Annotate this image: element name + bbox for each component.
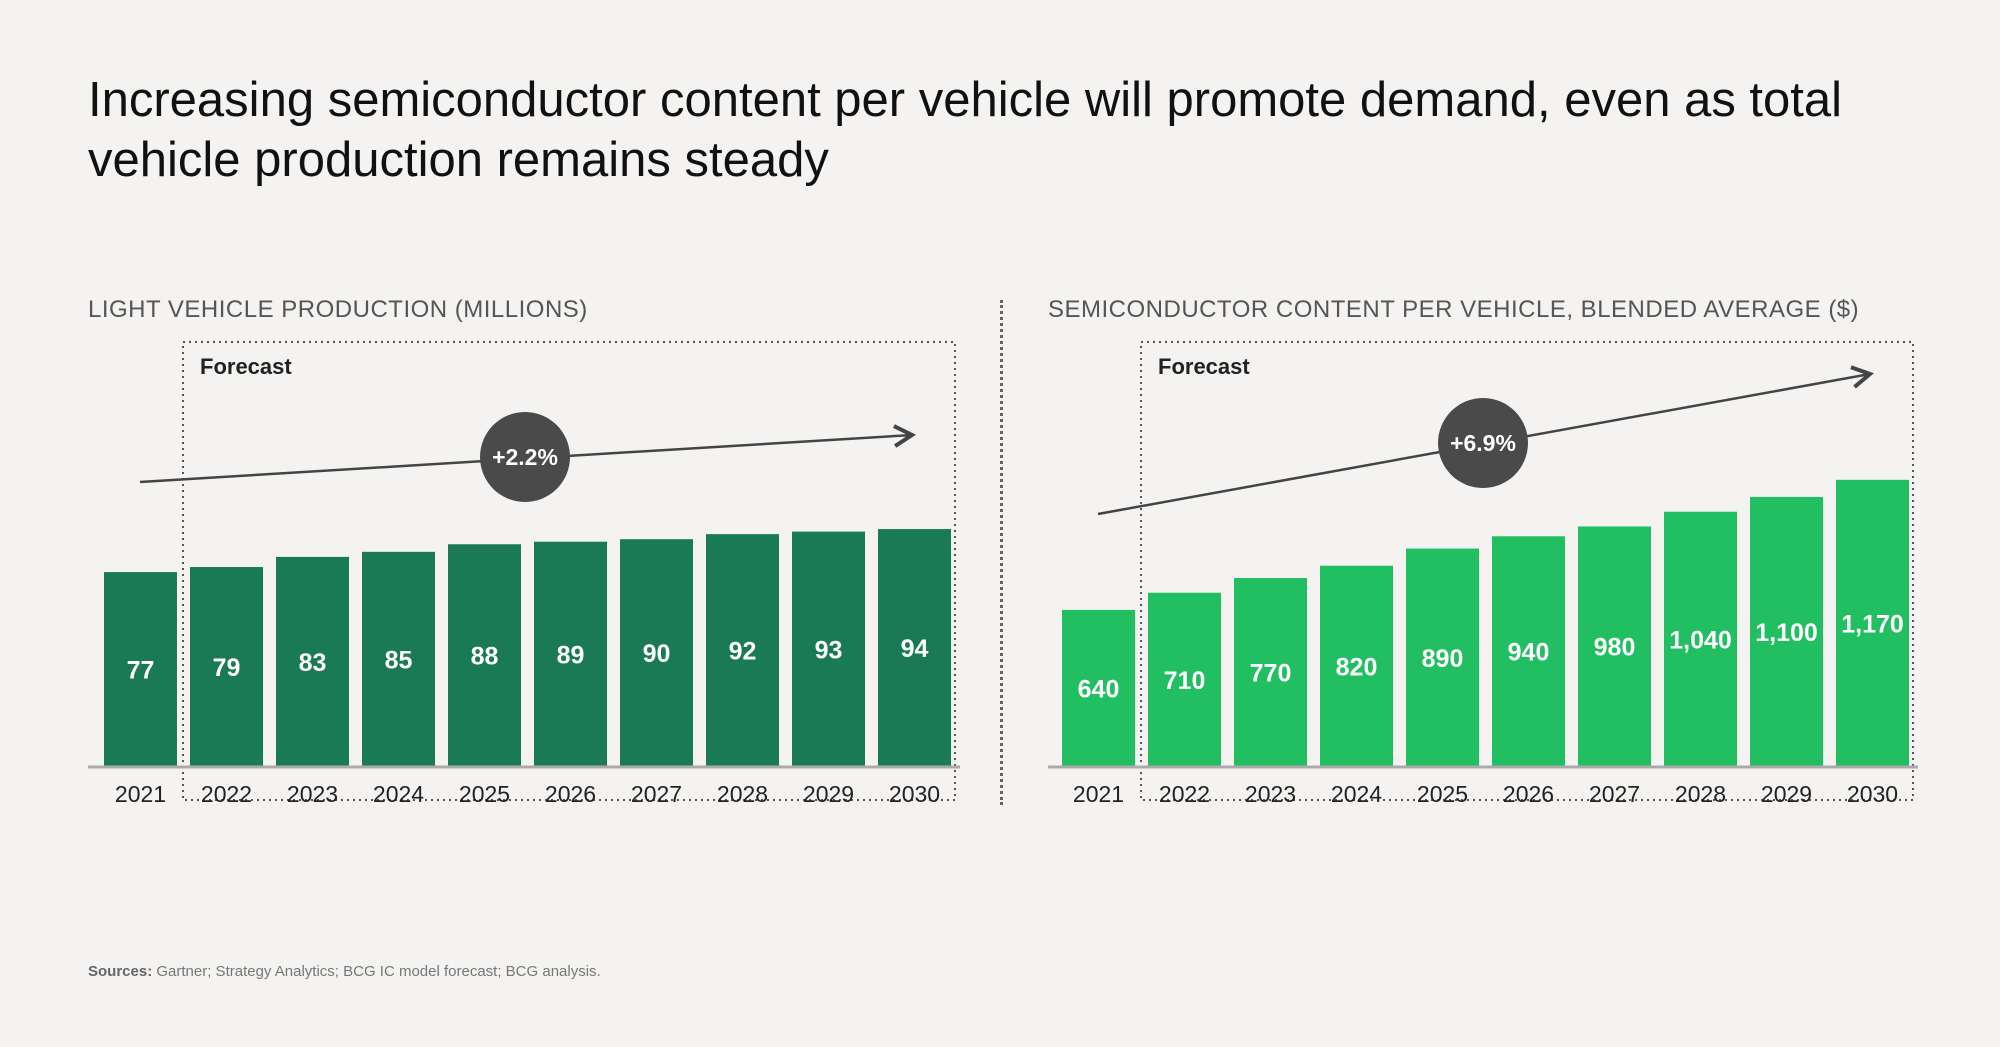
semiconductor-value-label-2026: 940 (1508, 639, 1550, 667)
semiconductor-bar-2027 (1578, 526, 1651, 767)
production-bar-2021 (104, 572, 177, 767)
production-value-label-2028: 92 (729, 638, 757, 666)
production-value-label-2030: 94 (901, 635, 929, 663)
semiconductor-forecast-label: Forecast (1158, 354, 1250, 379)
production-value-label-2025: 88 (471, 643, 499, 671)
semiconductor-bar-2028 (1664, 511, 1737, 767)
production-bar-2024 (362, 551, 435, 767)
semiconductor-value-label-2027: 980 (1594, 634, 1636, 662)
production-tick-label-2024: 2024 (373, 781, 424, 807)
semiconductor-bar-2022 (1148, 592, 1221, 767)
semiconductor-tick-label-2023: 2023 (1245, 781, 1296, 807)
semiconductor-tick-label-2026: 2026 (1503, 781, 1554, 807)
semiconductor-tick-label-2025: 2025 (1417, 781, 1468, 807)
production-tick-label-2021: 2021 (115, 781, 166, 807)
production-value-label-2027: 90 (643, 640, 671, 668)
semiconductor-growth-bubble (1438, 398, 1528, 488)
production-forecast-box (182, 341, 956, 801)
semiconductor-value-label-2022: 710 (1164, 667, 1206, 695)
production-tick-label-2023: 2023 (287, 781, 338, 807)
semiconductor-value-label-2021: 640 (1078, 675, 1120, 703)
semiconductor-value-label-2023: 770 (1250, 660, 1292, 688)
production-bar-2025 (448, 544, 521, 767)
sources-label: Sources: (88, 963, 153, 980)
production-value-label-2022: 79 (213, 654, 241, 682)
chart-title-light-vehicle-production: LIGHT VEHICLE PRODUCTION (MILLIONS) (88, 296, 588, 323)
production-bar-2030 (878, 529, 951, 767)
production-bar-2023 (276, 556, 349, 767)
production-bar-2029 (792, 531, 865, 767)
production-tick-label-2025: 2025 (459, 781, 510, 807)
production-value-label-2024: 85 (385, 646, 413, 674)
sources-text: Gartner; Strategy Analytics; BCG IC mode… (156, 963, 601, 980)
semiconductor-value-label-2030: 1,170 (1841, 610, 1904, 638)
production-value-label-2029: 93 (815, 636, 843, 664)
semiconductor-value-label-2025: 890 (1422, 645, 1464, 673)
semiconductor-tick-label-2029: 2029 (1761, 781, 1812, 807)
semiconductor-bar-2030 (1836, 479, 1909, 767)
production-growth-bubble (480, 412, 570, 502)
production-growth-label: +2.2% (492, 444, 558, 470)
semiconductor-tick-label-2030: 2030 (1847, 781, 1898, 807)
semiconductor-tick-label-2027: 2027 (1589, 781, 1640, 807)
semiconductor-bar-2023 (1234, 578, 1307, 767)
production-bar-2027 (620, 539, 693, 767)
semiconductor-tick-label-2021: 2021 (1073, 781, 1124, 807)
semiconductor-bar-2024 (1320, 565, 1393, 767)
production-tick-label-2030: 2030 (889, 781, 940, 807)
semiconductor-bar-2021 (1062, 609, 1135, 767)
semiconductor-tick-label-2028: 2028 (1675, 781, 1726, 807)
semiconductor-tick-label-2022: 2022 (1159, 781, 1210, 807)
production-tick-label-2027: 2027 (631, 781, 682, 807)
production-value-label-2023: 83 (299, 649, 327, 677)
page-title: Increasing semiconductor content per veh… (88, 73, 1843, 187)
chart-title-semiconductor-content: SEMICONDUCTOR CONTENT PER VEHICLE, BLEND… (1048, 296, 1860, 323)
semiconductor-forecast-box (1140, 341, 1914, 801)
production-tick-label-2026: 2026 (545, 781, 596, 807)
production-value-label-2021: 77 (127, 657, 155, 685)
semiconductor-value-label-2028: 1,040 (1669, 626, 1732, 654)
production-tick-label-2029: 2029 (803, 781, 854, 807)
production-bar-2026 (534, 541, 607, 767)
sources-note: Sources: Gartner; Strategy Analytics; BC… (88, 963, 601, 980)
panel-divider (1000, 300, 1003, 805)
semiconductor-tick-label-2024: 2024 (1331, 781, 1382, 807)
production-value-label-2026: 89 (557, 641, 585, 669)
semiconductor-value-label-2024: 820 (1336, 653, 1378, 681)
production-tick-label-2022: 2022 (201, 781, 252, 807)
production-bar-2022 (190, 567, 263, 767)
production-forecast-label: Forecast (200, 354, 292, 379)
semiconductor-growth-label: +6.9% (1450, 430, 1516, 456)
semiconductor-value-label-2029: 1,100 (1755, 619, 1818, 647)
semiconductor-bar-2025 (1406, 548, 1479, 767)
production-tick-label-2028: 2028 (717, 781, 768, 807)
semiconductor-bar-2026 (1492, 536, 1565, 767)
production-bar-2028 (706, 534, 779, 767)
semiconductor-bar-2029 (1750, 497, 1823, 767)
